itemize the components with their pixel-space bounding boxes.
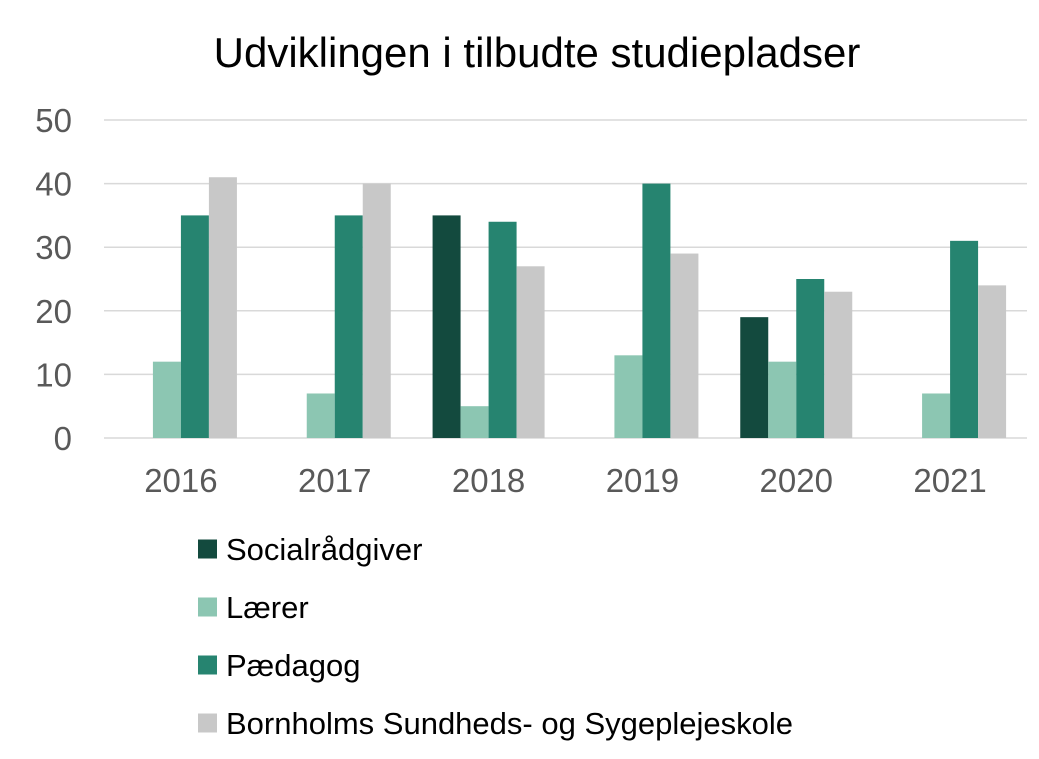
y-tick-label: 50 (35, 102, 72, 139)
bar (208, 177, 237, 439)
x-tick-label: 2020 (760, 462, 833, 499)
legend-swatch (198, 655, 217, 675)
bars (152, 177, 1007, 439)
legend: Socialrådgiver Lærer Pædagog Bornholms Sund… (198, 532, 793, 741)
x-tick-label: 2021 (913, 462, 986, 499)
bar (614, 355, 643, 438)
bar (152, 361, 181, 438)
bar (362, 183, 391, 438)
x-tick-label: 2017 (298, 462, 371, 499)
x-axis-ticks: 2016 2017 2018 2019 2020 2021 (144, 462, 987, 499)
legend-label: Bornholms Sundheds- og Sygeplejeskole (226, 706, 793, 741)
legend-label: Socialrådgiver (226, 532, 422, 567)
y-tick-label: 40 (35, 166, 72, 203)
gridlines (104, 119, 1027, 439)
legend-label: Pædagog (226, 648, 360, 683)
bar (950, 240, 979, 438)
bar (670, 253, 699, 438)
x-tick-label: 2019 (606, 462, 679, 499)
legend-swatch (198, 597, 217, 617)
y-tick-label: 10 (35, 356, 72, 393)
bar (796, 279, 825, 438)
bar (768, 361, 797, 438)
bar (740, 317, 769, 438)
bar (180, 215, 209, 438)
bar (824, 291, 853, 438)
bar (488, 221, 517, 438)
x-tick-label: 2016 (144, 462, 217, 499)
chart-title: Udviklingen i tilbudte studiepladser (214, 29, 861, 76)
x-tick-label: 2018 (452, 462, 525, 499)
y-axis-ticks: 0 10 20 30 40 50 (35, 102, 72, 457)
legend-swatch (198, 713, 217, 733)
bar (432, 215, 461, 438)
bar (306, 393, 335, 438)
y-tick-label: 20 (35, 293, 72, 330)
legend-label: Lærer (226, 590, 309, 625)
bar (516, 266, 545, 438)
bar (922, 393, 951, 438)
y-tick-label: 30 (35, 229, 72, 266)
bar (334, 215, 363, 438)
y-tick-label: 0 (54, 420, 72, 457)
bar (978, 285, 1007, 438)
bar (460, 406, 489, 438)
bar (642, 183, 671, 438)
legend-swatch (198, 539, 217, 559)
